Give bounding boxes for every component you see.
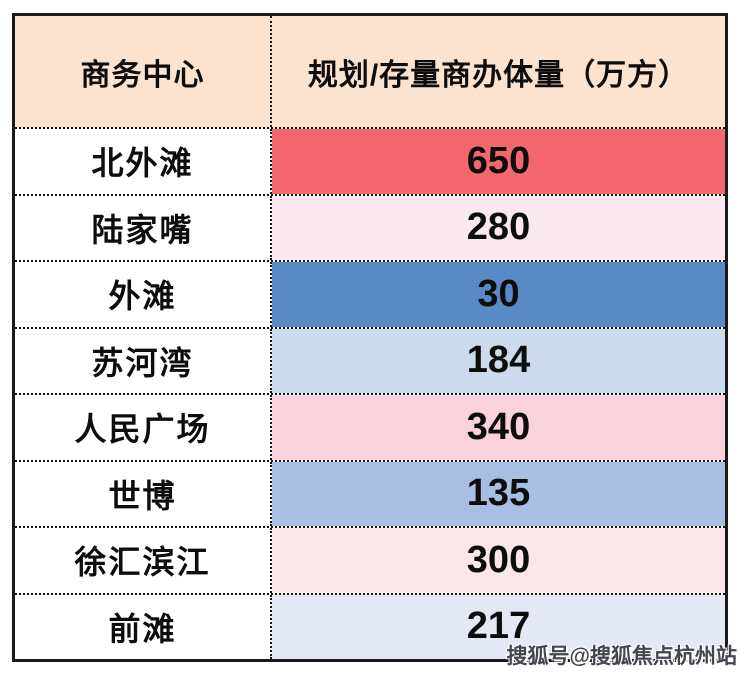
table-row: 北外滩 650 [15,129,725,196]
table-row: 苏河湾 184 [15,328,725,395]
header-label-volume: 规划/存量商办体量（万方） [307,58,690,92]
table-row: 徐汇滨江 300 [15,528,725,595]
volume-value: 217 [466,605,531,648]
center-name-label: 徐汇滨江 [74,544,211,581]
center-name-label: 前滩 [108,610,177,647]
row-value-cell: 300 [272,528,725,593]
row-value-cell: 184 [272,328,725,393]
table-header-row: 商务中心 规划/存量商办体量（万方） [15,16,725,129]
volume-value: 184 [466,339,531,382]
table-row: 世博 135 [15,461,725,528]
row-name-cell: 徐汇滨江 [15,528,272,593]
business-center-table: 商务中心 规划/存量商办体量（万方） 北外滩 650 陆家嘴 280 外滩 30… [12,13,728,662]
volume-value: 300 [466,538,531,581]
center-name-label: 苏河湾 [91,344,194,381]
header-label-business-center: 商务中心 [80,58,205,92]
table-row: 前滩 217 [15,594,725,659]
row-value-cell: 30 [272,262,725,327]
volume-value: 280 [466,206,531,249]
table-row: 人民广场 340 [15,395,725,462]
center-name-label: 人民广场 [74,411,211,448]
row-value-cell: 340 [272,395,725,460]
row-name-cell: 苏河湾 [15,328,272,393]
row-value-cell: 135 [272,461,725,526]
row-name-cell: 人民广场 [15,395,272,460]
center-name-label: 陆家嘴 [91,211,194,248]
row-name-cell: 前滩 [15,594,272,659]
row-name-cell: 陆家嘴 [15,195,272,260]
header-cell-volume: 规划/存量商办体量（万方） [272,16,725,127]
watermark-sohu: 搜狐号@搜狐焦点杭州站 [506,645,737,668]
row-value-cell: 280 [272,195,725,260]
row-name-cell: 外滩 [15,262,272,327]
row-value-cell: 217 [272,594,725,659]
volume-value: 135 [466,472,531,515]
volume-value: 30 [477,272,520,315]
table-row: 陆家嘴 280 [15,195,725,262]
center-name-label: 世博 [108,477,177,514]
volume-value: 340 [466,405,531,448]
row-name-cell: 世博 [15,461,272,526]
row-value-cell: 650 [272,129,725,194]
center-name-label: 外滩 [108,278,177,315]
volume-value: 650 [466,139,531,182]
header-cell-center: 商务中心 [15,16,272,127]
center-name-label: 北外滩 [91,145,194,182]
row-name-cell: 北外滩 [15,129,272,194]
table-row: 外滩 30 [15,262,725,329]
